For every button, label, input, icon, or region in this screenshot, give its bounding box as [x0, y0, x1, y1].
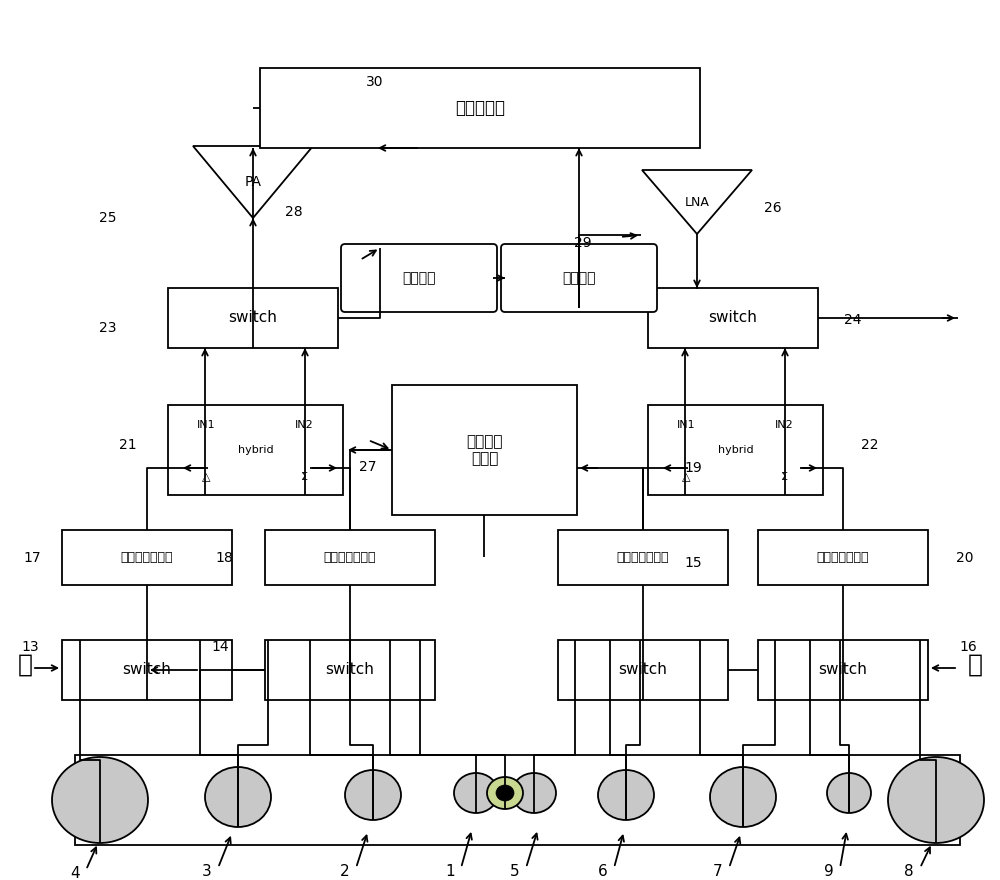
- Text: 数字步进衰减器: 数字步进衰减器: [324, 551, 376, 564]
- Bar: [260, 68, 700, 148]
- Text: 21: 21: [119, 438, 137, 452]
- Text: 29: 29: [574, 236, 592, 250]
- Text: △: △: [202, 472, 211, 482]
- Text: 16: 16: [959, 640, 977, 654]
- Text: 1: 1: [445, 863, 455, 878]
- Ellipse shape: [487, 777, 523, 809]
- Text: 18: 18: [215, 551, 233, 565]
- Bar: [168, 405, 343, 495]
- Bar: [558, 640, 728, 700]
- Text: 30: 30: [366, 75, 384, 89]
- Text: 发: 发: [18, 653, 32, 677]
- Polygon shape: [642, 170, 752, 234]
- Ellipse shape: [512, 773, 556, 813]
- Text: 23: 23: [99, 321, 117, 335]
- Text: 数字步进衰减器: 数字步进衰减器: [617, 551, 669, 564]
- Text: 机械滑轨: 机械滑轨: [562, 271, 596, 285]
- Ellipse shape: [598, 770, 654, 820]
- Text: switch: switch: [709, 311, 757, 326]
- Ellipse shape: [710, 767, 776, 827]
- Text: △: △: [682, 472, 691, 482]
- Bar: [62, 530, 232, 585]
- Text: 数字步进衰减器: 数字步进衰减器: [817, 551, 869, 564]
- Ellipse shape: [454, 773, 498, 813]
- FancyBboxPatch shape: [501, 244, 657, 312]
- Text: 28: 28: [285, 205, 303, 219]
- Text: 13: 13: [21, 640, 39, 654]
- Text: hybrid: hybrid: [238, 445, 273, 455]
- Ellipse shape: [52, 757, 148, 843]
- Text: switch: switch: [619, 663, 667, 678]
- Text: 27: 27: [359, 460, 377, 474]
- Bar: [392, 385, 577, 515]
- Text: 4: 4: [70, 866, 80, 880]
- Bar: [648, 288, 818, 348]
- Text: IN2: IN2: [775, 420, 794, 429]
- Bar: [558, 530, 728, 585]
- Ellipse shape: [205, 767, 271, 827]
- Text: 22: 22: [861, 438, 879, 452]
- Text: 26: 26: [764, 201, 782, 215]
- Bar: [758, 640, 928, 700]
- Text: 14: 14: [211, 640, 229, 654]
- Polygon shape: [193, 146, 313, 218]
- Text: 15: 15: [684, 556, 702, 570]
- Text: 8: 8: [904, 863, 914, 878]
- Bar: [62, 640, 232, 700]
- Text: 7: 7: [713, 863, 723, 878]
- Text: switch: switch: [123, 663, 171, 678]
- Bar: [265, 640, 435, 700]
- Text: 9: 9: [824, 863, 834, 878]
- Text: 19: 19: [684, 461, 702, 475]
- Text: 6: 6: [598, 863, 608, 878]
- Text: 机械转盘: 机械转盘: [402, 271, 436, 285]
- Text: 收: 收: [968, 653, 982, 677]
- Text: Σ: Σ: [781, 472, 788, 482]
- Text: 25: 25: [99, 211, 117, 225]
- Bar: [648, 405, 823, 495]
- Text: 17: 17: [23, 551, 41, 565]
- Text: IN2: IN2: [295, 420, 314, 429]
- Text: 3: 3: [202, 863, 212, 878]
- Text: PA: PA: [244, 175, 262, 189]
- Bar: [168, 288, 338, 348]
- Text: switch: switch: [819, 663, 867, 678]
- Text: 控制和电
源模块: 控制和电 源模块: [466, 434, 503, 466]
- Text: Σ: Σ: [301, 472, 308, 482]
- Text: IN1: IN1: [197, 420, 216, 429]
- Bar: [75, 755, 960, 845]
- Text: hybrid: hybrid: [718, 445, 753, 455]
- Text: 24: 24: [844, 313, 862, 327]
- Text: LNA: LNA: [685, 195, 709, 209]
- Text: 数字步进衰减器: 数字步进衰减器: [121, 551, 173, 564]
- Ellipse shape: [888, 757, 984, 843]
- FancyBboxPatch shape: [341, 244, 497, 312]
- Text: switch: switch: [229, 311, 277, 326]
- Ellipse shape: [827, 773, 871, 813]
- Ellipse shape: [345, 770, 401, 820]
- Text: 20: 20: [956, 551, 974, 565]
- Text: IN1: IN1: [677, 420, 696, 429]
- Bar: [758, 530, 928, 585]
- Text: 雷达或矢网: 雷达或矢网: [455, 99, 505, 117]
- Text: switch: switch: [326, 663, 374, 678]
- Text: 5: 5: [510, 863, 520, 878]
- Text: 2: 2: [340, 863, 350, 878]
- Ellipse shape: [496, 785, 514, 801]
- Bar: [265, 530, 435, 585]
